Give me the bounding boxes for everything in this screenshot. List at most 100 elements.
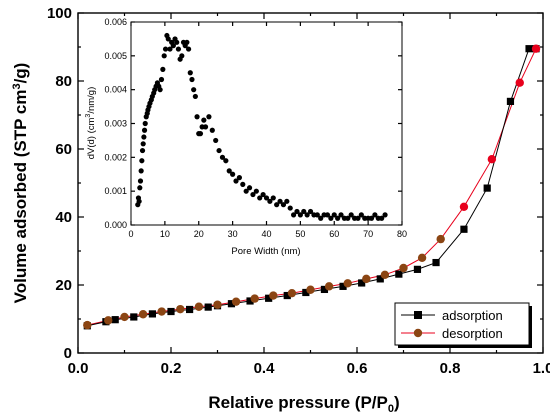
pore-distribution-point xyxy=(318,215,324,221)
desorption-point xyxy=(306,285,315,294)
adsorption-point xyxy=(265,294,273,302)
pore-distribution-point xyxy=(184,39,190,45)
desorption-point xyxy=(487,155,497,164)
adsorption-point xyxy=(246,297,254,305)
inset-x-tick-label: 30 xyxy=(228,229,238,239)
y-tick-label: 0 xyxy=(64,345,72,362)
desorption-point xyxy=(138,310,148,319)
x-tick-label: 0.6 xyxy=(347,360,368,377)
adsorption-point xyxy=(302,288,310,297)
pore-distribution-point xyxy=(379,215,385,221)
inset-y-tick-label: 0.006 xyxy=(104,17,127,27)
desorption-point xyxy=(269,291,278,300)
inset-x-tick-label: 40 xyxy=(261,229,271,239)
pore-distribution-point xyxy=(246,185,253,191)
desorption-point xyxy=(231,297,241,306)
pore-distribution-point xyxy=(141,127,148,133)
adsorption-point xyxy=(525,45,533,53)
pore-distribution-point xyxy=(358,212,364,218)
adsorption-point xyxy=(227,300,236,308)
inset-x-tick-label: 60 xyxy=(329,229,339,239)
pore-distribution-point xyxy=(291,212,297,218)
pore-distribution-point xyxy=(294,208,300,215)
y-tick-label: 80 xyxy=(55,73,72,90)
y-tick-label: 40 xyxy=(55,209,72,226)
adsorption-point xyxy=(320,285,329,294)
pore-distribution-point xyxy=(230,171,236,177)
desorption-point xyxy=(83,320,92,330)
pore-distribution-point xyxy=(179,53,185,59)
pore-distribution-point xyxy=(372,212,378,218)
desorption-point xyxy=(531,44,541,53)
pore-distribution-point xyxy=(267,198,273,204)
pore-distribution-point xyxy=(157,87,163,93)
desorption-point xyxy=(362,274,371,284)
desorption-point xyxy=(436,234,445,244)
pore-distribution-point xyxy=(263,195,270,201)
adsorption-point xyxy=(413,265,422,273)
desorption-point xyxy=(213,300,222,309)
pore-distribution-point xyxy=(187,70,193,76)
pore-distribution-point xyxy=(324,212,331,218)
pore-distribution-point xyxy=(270,195,276,201)
inset-y-tick-label: 0.004 xyxy=(104,85,127,95)
legend-adsorption-marker xyxy=(414,311,422,319)
pore-distribution-point xyxy=(209,127,215,133)
y-tick-label: 20 xyxy=(55,277,72,294)
pore-distribution-point xyxy=(250,191,256,198)
inset-x-tick-label: 0 xyxy=(128,229,133,239)
pore-distribution-point xyxy=(137,185,143,191)
pore-distribution-point xyxy=(219,154,226,160)
pore-distribution-point xyxy=(223,158,229,164)
pore-distribution-point xyxy=(314,212,320,218)
pore-distribution-point xyxy=(192,93,198,100)
pore-distribution-point xyxy=(335,215,341,221)
pore-distribution-point xyxy=(139,147,146,154)
inset-y-axis-title: dV(d) (cm3/nm/g) xyxy=(85,87,97,160)
desorption-point xyxy=(287,288,297,298)
pore-distribution-point xyxy=(197,131,204,137)
pore-distribution-point xyxy=(236,175,242,181)
inset-series xyxy=(135,32,388,221)
pore-distribution-point xyxy=(158,76,165,83)
pore-distribution-point xyxy=(287,205,293,211)
legend-desorption-marker xyxy=(413,328,423,338)
pore-distribution-point xyxy=(280,202,287,208)
pore-distribution-point xyxy=(142,120,148,127)
desorption-point xyxy=(176,304,185,314)
inset-y-tick-label: 0.000 xyxy=(104,220,127,230)
pore-distribution-point xyxy=(274,202,280,208)
desorption-point xyxy=(417,253,427,262)
pore-distribution-point xyxy=(331,212,337,218)
pore-distribution-point xyxy=(161,53,167,59)
desorption-point xyxy=(104,316,113,325)
pore-distribution-point xyxy=(140,141,146,147)
pore-distribution-point xyxy=(174,39,180,45)
inset-x-tick-label: 80 xyxy=(397,229,407,239)
pore-distribution-point xyxy=(240,181,246,187)
x-axis-title: Relative pressure (P/P0) xyxy=(208,393,399,415)
pore-distribution-point xyxy=(136,198,142,204)
adsorption-point xyxy=(483,184,491,192)
pore-distribution-point xyxy=(338,212,344,218)
pore-distribution-point xyxy=(260,191,266,198)
x-tick-label: 0.8 xyxy=(440,360,461,377)
pore-distribution-point xyxy=(141,134,147,140)
x-tick-label: 0.2 xyxy=(161,360,182,377)
pore-distribution-point xyxy=(191,87,197,93)
adsorption-point xyxy=(376,275,384,283)
pore-distribution-point xyxy=(194,114,200,120)
adsorption-point xyxy=(204,303,212,311)
pore-distribution-point xyxy=(253,188,259,194)
pore-distribution-point xyxy=(243,188,249,194)
desorption-point xyxy=(515,78,524,87)
x-tick-label: 0.4 xyxy=(254,360,276,377)
inset-y-tick-label: 0.001 xyxy=(104,186,127,196)
pore-distribution-point xyxy=(216,147,222,154)
adsorption-point xyxy=(148,310,156,318)
main-series xyxy=(83,44,541,330)
x-tick-label: 0.0 xyxy=(68,360,89,377)
desorption-point xyxy=(324,282,334,291)
pore-distribution-point xyxy=(297,212,303,218)
